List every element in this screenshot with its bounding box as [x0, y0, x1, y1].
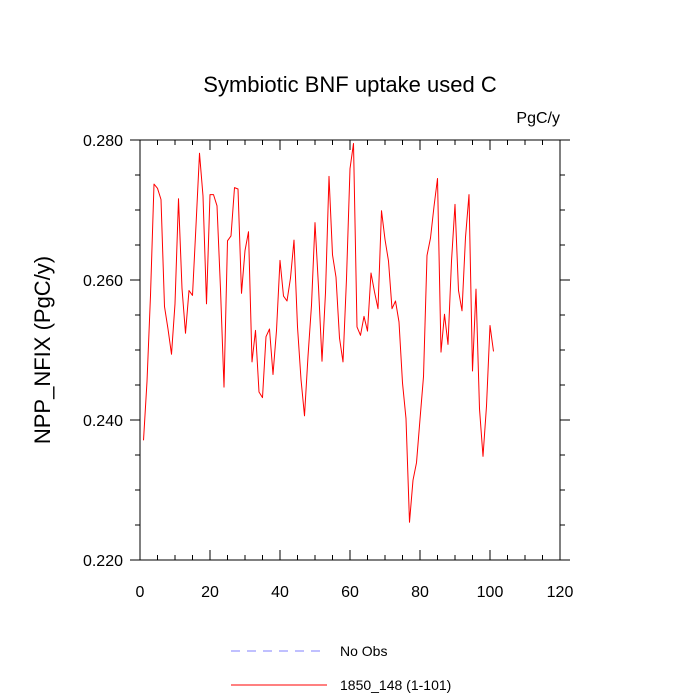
y-tick-label: 0.260: [83, 273, 123, 290]
x-tick-label: 100: [477, 584, 504, 601]
x-tick-label: 0: [136, 584, 145, 601]
y-axis-title: NPP_NFIX (PgC/y): [30, 256, 55, 444]
axis-ticks: [130, 139, 570, 561]
x-tick-labels: 0 20 40 60 80 100 120: [136, 584, 574, 601]
chart-title: Symbiotic BNF uptake used C: [203, 72, 497, 97]
y-tick-label: 0.220: [83, 553, 123, 570]
series-line: [143, 143, 494, 523]
y-tick-labels: 0.220 0.240 0.260 0.280: [83, 133, 123, 570]
x-tick-label: 40: [271, 584, 289, 601]
x-tick-label: 80: [411, 584, 429, 601]
y-tick-label: 0.280: [83, 133, 123, 150]
y-tick-label: 0.240: [83, 413, 123, 430]
series-layer: [143, 143, 494, 523]
legend-label-1850-148: 1850_148 (1-101): [340, 677, 451, 693]
legend-label-no-obs: No Obs: [340, 643, 387, 659]
x-tick-label: 60: [341, 584, 359, 601]
units-label: PgC/y: [516, 110, 560, 127]
x-tick-label: 120: [547, 584, 574, 601]
legend: No Obs 1850_148 (1-101): [231, 643, 451, 693]
x-tick-label: 20: [201, 584, 219, 601]
